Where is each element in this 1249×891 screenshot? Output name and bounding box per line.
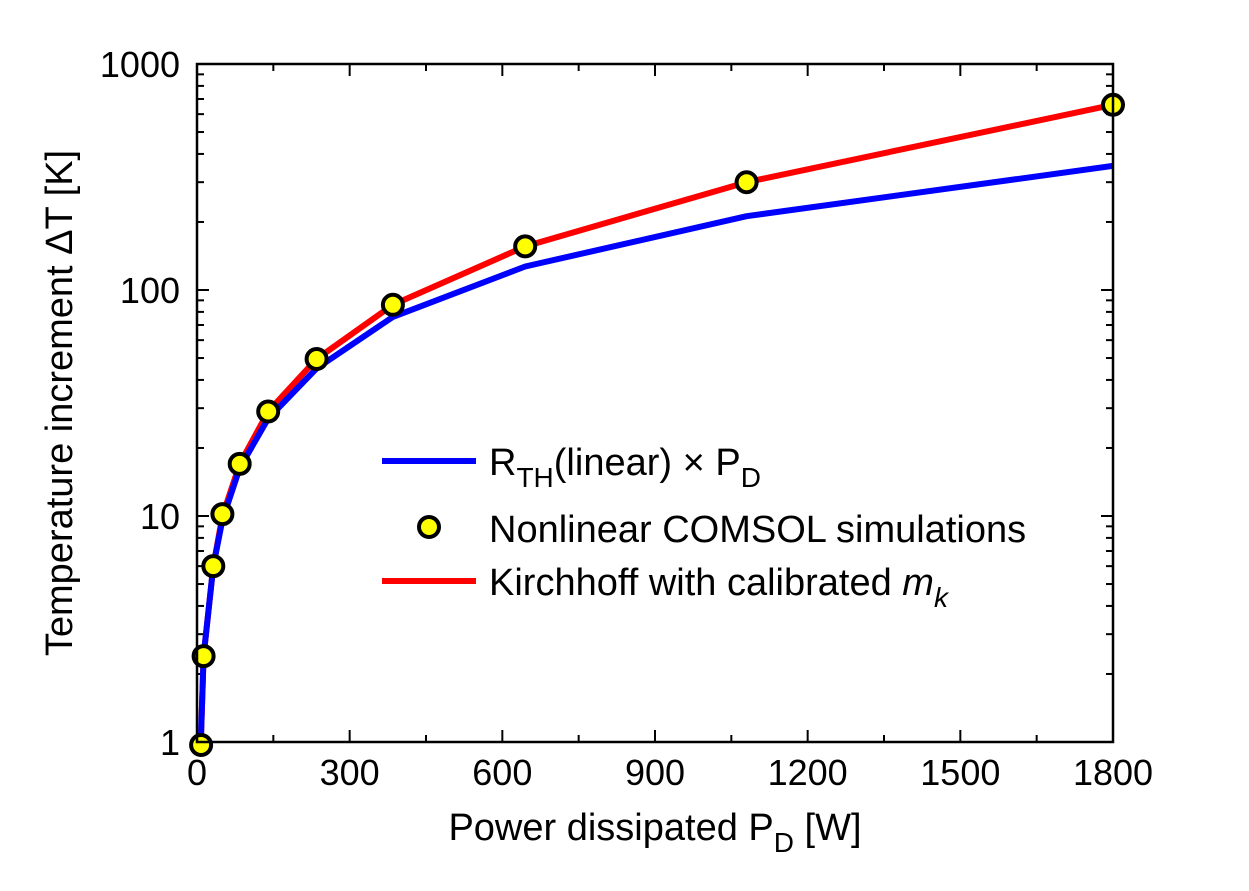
tick-labels: 0 300 600 900 1200 1500 1800 1 10 100 1000 [100,44,1153,793]
axis-ticks [196,63,1114,743]
legend-label-rth: RTH(linear) × PD [489,442,761,493]
legend-label-comsol: Nonlinear COMSOL simulations [489,509,1026,551]
comsol-point [191,644,216,669]
x-tick-label: 600 [472,752,532,793]
legend: RTH(linear) × PD Nonlinear COMSOL simula… [382,442,1026,613]
comsol-point [256,399,281,424]
y-tick-label: 1 [160,722,180,763]
legend-swatch-marker [417,515,441,539]
marker-layer [189,92,1125,757]
comsol-point [734,170,759,195]
plot-frame [195,62,1115,744]
y-axis-label: Temperature increment ΔT [K] [39,150,81,656]
x-tick-label: 1800 [1073,752,1153,793]
comsol-point [227,451,252,476]
comsol-point [304,347,329,371]
y-tick-label: 1000 [100,44,180,85]
comsol-point [380,292,405,317]
x-tick-label: 0 [187,752,207,793]
x-tick-label: 900 [625,752,685,793]
y-tick-label: 100 [120,270,180,311]
legend-label-kirchhoff: Kirchhoff with calibrated mk [489,562,950,613]
comsol-point [513,234,538,259]
x-axis-label: Power dissipated PD [W] [448,807,861,858]
x-tick-label: 300 [320,752,380,793]
comsol-point [201,554,226,579]
x-tick-label: 1200 [768,752,848,793]
x-tick-label: 1500 [920,752,1000,793]
comsol-point [210,502,235,527]
y-tick-label: 10 [140,496,180,537]
